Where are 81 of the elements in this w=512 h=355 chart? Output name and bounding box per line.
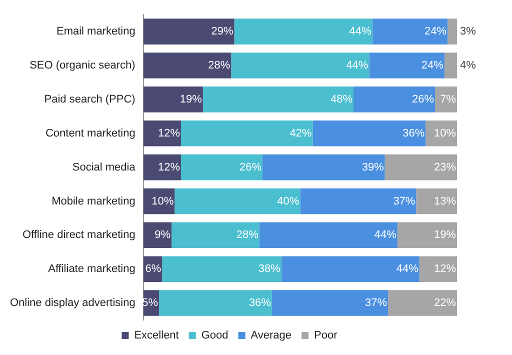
bar [259,222,398,248]
data-label: 36% [402,127,425,140]
data-label: 24% [421,60,444,72]
bar [426,120,457,146]
bar [353,86,436,112]
data-label: 37% [364,297,388,310]
bar [143,18,234,44]
data-label: 5% [142,297,158,310]
bar [369,52,444,78]
bar [416,188,457,214]
bar [143,120,181,146]
bar [300,188,416,214]
data-label: 44% [396,263,419,276]
data-label: 10% [434,127,456,140]
bar [159,290,272,316]
data-label: 19% [434,229,456,242]
bar [397,222,457,248]
bar [388,290,457,316]
data-label: 22% [434,297,456,310]
data-label: 26% [240,161,262,174]
legend-label: Poor [314,330,338,342]
data-label: 4% [460,60,476,72]
data-label: 44% [374,229,397,242]
data-label: 7% [440,93,456,106]
data-label: 44% [346,60,368,72]
bar [234,18,372,44]
bar [172,222,260,248]
data-label: 36% [248,297,272,310]
data-label: 19% [180,93,202,106]
y-tick-label: Offline direct marketing [22,229,136,242]
data-label: 12% [158,127,180,140]
data-label: 39% [362,161,384,174]
y-tick-label: Online display advertising [10,297,136,310]
bar [262,154,385,180]
data-label: 10% [152,195,174,208]
data-label: 44% [349,26,372,38]
bar [384,154,457,180]
bar [162,256,282,282]
data-label: 37% [393,195,416,208]
bar [231,52,370,78]
data-label: 26% [412,93,434,106]
bar [143,52,232,78]
data-label: 40% [277,195,300,208]
y-tick-label: Affiliate marketing [48,263,136,276]
data-label: 48% [330,93,353,106]
data-label: 28% [236,229,259,242]
bar [180,154,263,180]
data-label: 12% [434,263,456,276]
bar [435,86,457,112]
bar [202,86,354,112]
bar [174,188,300,214]
bar [444,52,457,78]
y-tick-label: Paid search (PPC) [44,93,136,106]
data-label: 12% [158,161,180,174]
data-label: 3% [460,26,476,38]
legend-label: Good [201,330,228,342]
y-tick-label: Content marketing [45,127,136,140]
data-label: 9% [154,229,171,242]
data-label: 23% [434,161,456,174]
bar [143,86,203,112]
data-label: 28% [208,60,230,72]
y-tick-label: SEO (organic search) [30,60,136,72]
data-label: 6% [145,263,162,276]
bar [448,18,457,44]
y-tick-label: Email marketing [56,26,136,38]
legend-label: Average [250,330,292,342]
data-label: 24% [424,26,447,38]
bar [281,256,420,282]
bar [180,120,313,146]
bar [312,120,426,146]
data-label: 29% [211,26,234,38]
bar [419,256,457,282]
legend-label: Excellent [134,330,179,342]
y-tick-label: Social media [72,161,136,174]
data-label: 42% [290,127,312,140]
bar [272,290,388,316]
bar [143,154,181,180]
data-label: 13% [434,195,456,208]
y-tick-label: Mobile marketing [52,195,136,208]
bar [372,18,448,44]
data-label: 38% [258,263,281,276]
